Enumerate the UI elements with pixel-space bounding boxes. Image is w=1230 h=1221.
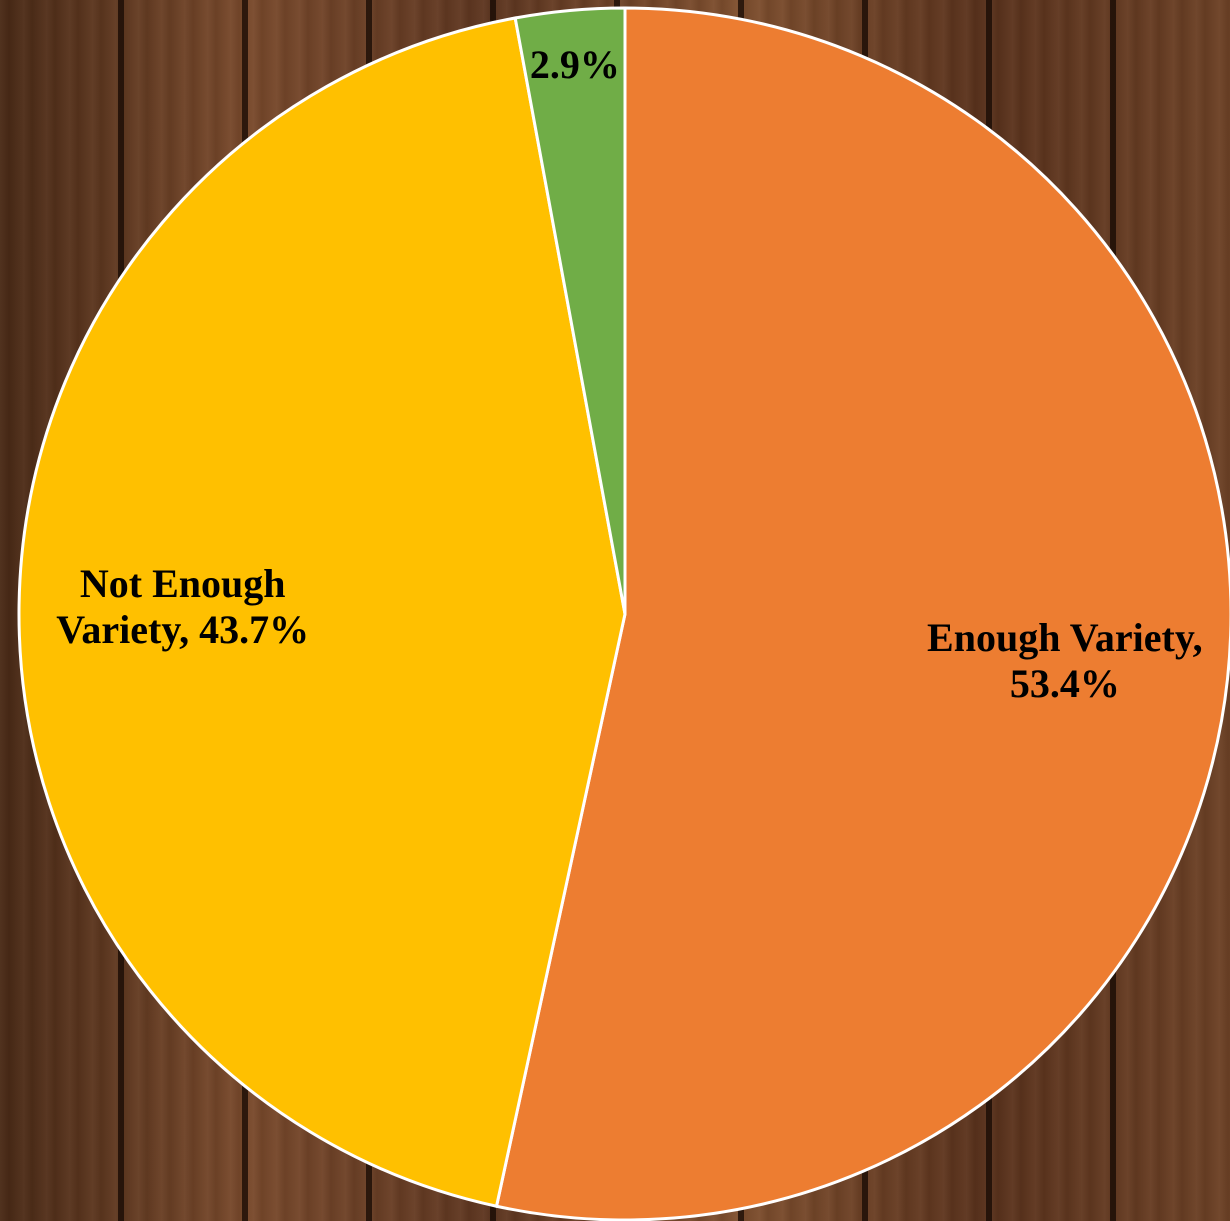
data-label: 2.9% — [415, 10, 735, 120]
data-label: Enough Variety, 53.4% — [905, 606, 1225, 716]
pie-slice — [17, 16, 627, 1209]
data-label-text: Enough Variety, 53.4% — [927, 615, 1203, 707]
category-label: Not Enough Variety — [56, 561, 286, 653]
label-box: 2.9% — [415, 10, 735, 120]
data-label-text: Not Enough Variety, 43.7% — [56, 561, 310, 653]
category-label: Enough Variety — [927, 615, 1193, 661]
value-label: 2.9% — [529, 41, 620, 87]
data-label: Not Enough Variety, 43.7% — [23, 552, 343, 662]
pie-slice — [494, 6, 1230, 1221]
label-box: Enough Variety, 53.4% — [905, 606, 1225, 716]
value-label: 43.7% — [199, 607, 310, 653]
pie-slice — [513, 6, 627, 615]
value-label: 53.4% — [1009, 661, 1120, 707]
data-label-text: 2.9% — [530, 42, 620, 88]
label-box: Not Enough Variety, 43.7% — [23, 552, 343, 662]
